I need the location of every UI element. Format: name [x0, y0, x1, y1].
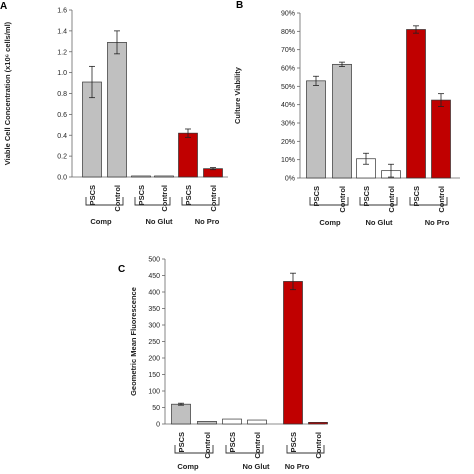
panel-a-ytick-label: 1.2 — [57, 49, 67, 56]
panel-a-ytick-label: 1.4 — [57, 28, 67, 35]
panel-b-bar — [406, 29, 426, 179]
panel-c-ytick-label: 150 — [148, 372, 160, 379]
panel-c-group-label: No Pro — [285, 462, 310, 471]
panel-b-category-label: PSCS — [412, 186, 421, 206]
panel-c-group-label: No Glut — [242, 462, 270, 471]
panel-b-category-label: Control — [338, 186, 347, 213]
panel-b-ytick-label: 0% — [285, 176, 295, 183]
panel-b-ytick-label: 10% — [281, 157, 295, 164]
panel-b-ytick-label: 60% — [281, 66, 295, 73]
panel-b-group-bracket — [359, 197, 398, 206]
panel-b-ytick-label: 80% — [281, 29, 295, 36]
panel-a-bar — [178, 132, 198, 178]
panel-b-ytick-label: 70% — [281, 47, 295, 54]
panel-c-ytick-label: 100 — [148, 389, 160, 396]
panel-a-letter: A — [0, 1, 7, 12]
panel-c-bar — [171, 403, 191, 425]
panel-c-bar — [283, 281, 303, 425]
panel-c-group-bracket — [286, 445, 325, 454]
panel-b-group-bracket — [309, 197, 349, 206]
panel-c-ytick-label: 500 — [148, 257, 160, 264]
panel-a-group-bracket — [85, 197, 124, 206]
panel-c-ytick-label: 300 — [148, 323, 160, 330]
panel-b-group-label: No Glut — [365, 218, 393, 227]
panel-c-group-bracket — [174, 445, 214, 454]
panel-a-category-label: Control — [160, 185, 169, 212]
panel-a-category-label: PSCS — [184, 185, 193, 205]
panel-b-category-label: PSCS — [362, 186, 371, 206]
panel-a-category-label: PSCS — [137, 185, 146, 205]
panel-b-category-label: Control — [387, 186, 396, 213]
panel-c-ytick-label: 0 — [156, 422, 160, 429]
panel-b-group-label: No Pro — [425, 218, 450, 227]
panel-a-group-label: Comp — [90, 217, 112, 226]
panel-c-ytick-label: 350 — [148, 306, 160, 313]
panel-c-ylabel: Geometric Mean Fluorescence — [129, 287, 138, 396]
panel-b-ytick-label: 20% — [281, 139, 295, 146]
panel-c-category-label: PSCS — [289, 432, 298, 452]
panel-c-category-label: PSCS — [177, 432, 186, 452]
panel-c-category-label: Control — [203, 432, 212, 459]
panel-a-ytick-label: 1.6 — [57, 8, 67, 15]
panel-c-bar — [222, 418, 242, 425]
panel-a-category-label: Control — [209, 185, 218, 212]
panel-a-bar — [107, 42, 127, 178]
panel-b-group-bracket — [409, 197, 448, 206]
panel-a-group-label: No Glut — [145, 217, 173, 226]
panel-c-ytick-label: 450 — [148, 273, 160, 280]
panel-b-ytick-label: 30% — [281, 121, 295, 128]
panel-a-group-bracket — [181, 197, 220, 206]
panel-c-ytick-label: 50 — [152, 405, 160, 412]
panel-a-ytick-label: 0.0 — [57, 175, 67, 182]
panel-c-category-label: Control — [253, 432, 262, 459]
panel-b-ytick-label: 50% — [281, 84, 295, 91]
panel-b-group-label: Comp — [319, 218, 341, 227]
panel-c-bar — [197, 421, 217, 425]
panel-a-ylabel: Viable Cell Concentration (x10⁶ cells/ml… — [3, 21, 12, 165]
panel-a-category-label: Control — [113, 185, 122, 212]
panel-c-group-label: Comp — [177, 462, 199, 471]
panel-a-bar — [131, 175, 151, 178]
panel-a-ytick-label: 0.6 — [57, 112, 67, 119]
panel-c-ytick-label: 250 — [148, 339, 160, 346]
panel-a-ytick-label: 0.4 — [57, 133, 67, 140]
panel-a-ytick-label: 1.0 — [57, 70, 67, 77]
panel-b-category-label: PSCS — [312, 186, 321, 206]
panel-b-bar — [431, 99, 451, 179]
panel-c-bar — [308, 422, 328, 425]
panel-c-letter: C — [118, 264, 125, 275]
panel-a-ytick-label: 0.2 — [57, 154, 67, 161]
panel-b-ytick-label: 90% — [281, 11, 295, 18]
panel-c-group-bracket — [225, 445, 264, 454]
panel-b-bar — [306, 80, 326, 179]
panel-a-ytick-label: 0.8 — [57, 91, 67, 98]
panel-a-group-label: No Pro — [195, 217, 220, 226]
panel-a-category-label: PSCS — [88, 185, 97, 205]
panel-b-bar — [332, 63, 352, 179]
panel-b-ylabel: Culture Viability — [233, 66, 242, 124]
panel-c-category-label: PSCS — [228, 432, 237, 452]
panel-a-group-bracket — [134, 197, 171, 206]
panel-b-ytick-label: 40% — [281, 102, 295, 109]
panel-b-letter: B — [236, 0, 243, 11]
panel-c-bar — [247, 419, 267, 425]
panel-c-category-label: Control — [314, 432, 323, 459]
panel-a-bar — [154, 175, 174, 178]
panel-c-ytick-label: 200 — [148, 356, 160, 363]
panel-c-ytick-label: 400 — [148, 290, 160, 297]
panel-b-category-label: Control — [437, 186, 446, 213]
